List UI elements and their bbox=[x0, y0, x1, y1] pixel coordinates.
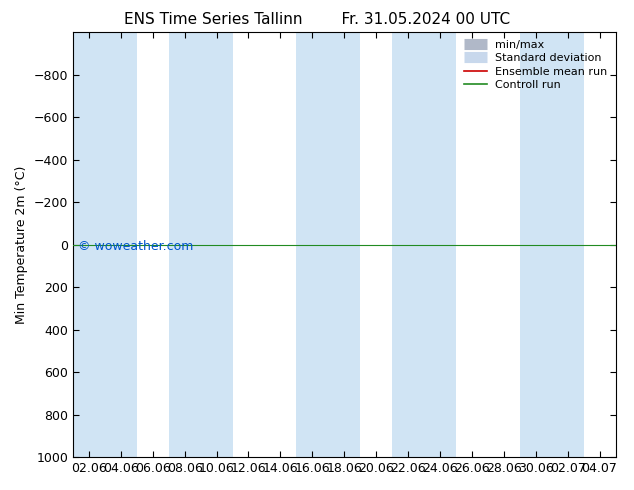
Bar bbox=[296, 32, 360, 457]
Legend: min/max, Standard deviation, Ensemble mean run, Controll run: min/max, Standard deviation, Ensemble me… bbox=[460, 35, 612, 95]
Text: © woweather.com: © woweather.com bbox=[79, 241, 194, 253]
Text: ENS Time Series Tallinn        Fr. 31.05.2024 00 UTC: ENS Time Series Tallinn Fr. 31.05.2024 0… bbox=[124, 12, 510, 27]
Bar bbox=[169, 32, 233, 457]
Bar bbox=[520, 32, 583, 457]
Bar bbox=[73, 32, 137, 457]
Bar bbox=[392, 32, 456, 457]
Y-axis label: Min Temperature 2m (°C): Min Temperature 2m (°C) bbox=[15, 166, 28, 324]
